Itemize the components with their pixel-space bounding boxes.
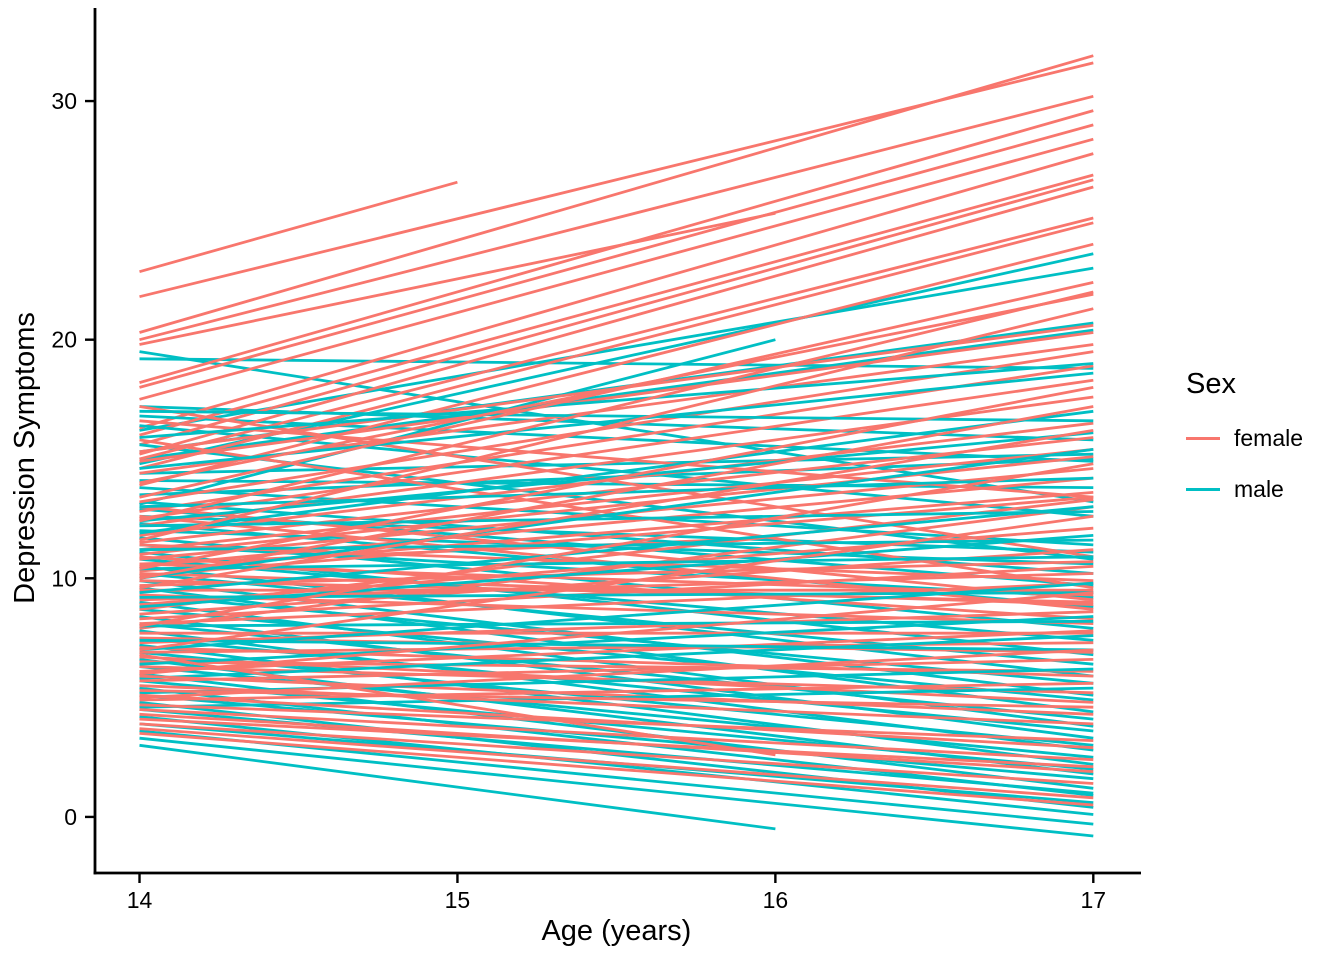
trajectory-line-male [139,679,1094,771]
trajectory-line-female [139,581,1094,625]
y-axis-title: Depression Symptoms [9,312,41,604]
trajectory-line-female [139,378,1094,520]
y-tick-label: 20 [51,327,77,353]
trajectory-line-female [139,173,1094,437]
trajectory-line-female [139,211,776,346]
trajectory-line-female [139,137,1094,401]
trajectory-line-female [139,386,1094,571]
trajectory-line-female [139,717,1094,769]
trajectory-line-female [139,505,1094,630]
trajectory-line-male [139,486,1094,547]
trajectory-line-female [139,436,1094,544]
trajectory-line-female [139,109,1094,384]
trajectory-line-female [139,565,1094,621]
trajectory-line-female [139,94,1094,342]
trajectory-line-female [139,732,1094,807]
trajectory-line-male [139,619,1094,628]
trajectory-line-female [139,429,1094,590]
trajectory-line-female [139,292,1094,485]
y-tick-label: 10 [51,565,77,591]
trajectory-line-female [139,681,1094,702]
legend: Sex female male [1186,368,1344,503]
trajectory-line-female [139,674,1094,716]
trajectory-line-female [139,221,1094,470]
trajectory-line-female [139,185,1094,456]
trajectory-line-female [139,242,1094,487]
trajectory-line-female [139,648,1094,699]
trajectory-line-female [139,180,458,274]
x-axis-title: Age (years) [541,915,691,947]
trajectory-line-female [139,331,1094,463]
x-tick-label: 15 [445,887,471,913]
trajectory-line-male [139,448,1094,580]
trajectory-line-female [139,462,1094,628]
trajectory-line-male [139,510,1094,528]
legend-label-male: male [1234,475,1284,502]
trajectory-line-male [139,743,776,831]
trajectory-line-male [139,328,1094,461]
trajectory-line-female [139,722,1094,785]
trajectory-line-male [139,557,1094,642]
trajectory-line-female [139,560,1094,587]
trajectory-line-male [139,693,1094,781]
trajectory-line-male [139,338,776,506]
trajectory-line-female [139,653,776,757]
trajectory-line-male [139,409,1094,535]
y-tick-label: 30 [51,88,77,114]
legend-row-female: female [1186,425,1344,452]
x-tick-label: 17 [1081,887,1107,913]
trajectory-line-male [139,615,1094,666]
trajectory-line-male [139,534,1094,609]
trajectory-line-female [139,498,1094,611]
x-tick-label: 14 [127,887,153,913]
trajectory-line-male [139,591,1094,599]
trajectory-line-male [139,555,1094,571]
trajectory-line-female [139,646,1094,678]
trajectory-line-female [139,708,1094,762]
trajectory-line-female [139,727,1094,800]
legend-row-male: male [1186,476,1344,503]
male-line-swatch [1186,487,1220,491]
y-tick-label: 0 [64,804,77,830]
trajectory-line-male [139,409,1094,423]
trajectory-line-female [139,405,1094,580]
trajectory-line-female [139,658,1094,683]
trajectory-line-female [139,307,1094,542]
trajectory-line-female [139,178,1094,447]
trajectory-line-male [139,362,1094,439]
trajectory-line-female [139,54,1094,334]
trajectory-line-male [139,634,1094,680]
trajectory-line-male [139,736,1094,838]
trajectory-line-female [139,689,1094,709]
legend-title: Sex [1186,368,1236,400]
trajectory-line-female [139,216,1094,461]
trajectory-line-female [139,405,1094,559]
trajectory-line-male [139,505,1094,594]
x-tick-label: 16 [763,887,789,913]
trajectory-line-female [139,591,1094,676]
trajectory-line-female [139,419,1094,499]
trajectory-line-male [139,266,1094,432]
trajectory-line-female [139,290,1094,523]
trajectory-line-male [139,638,1094,652]
legend-label-female: female [1234,424,1304,451]
female-line-swatch [1186,436,1220,440]
trajectory-line-female [139,123,1094,389]
trajectory-line-female [139,514,1094,652]
trajectory-line-female [139,629,1094,673]
trajectory-line-female [139,641,1094,654]
trajectory-line-female [139,703,1094,742]
trajectory-line-female [139,152,1094,430]
